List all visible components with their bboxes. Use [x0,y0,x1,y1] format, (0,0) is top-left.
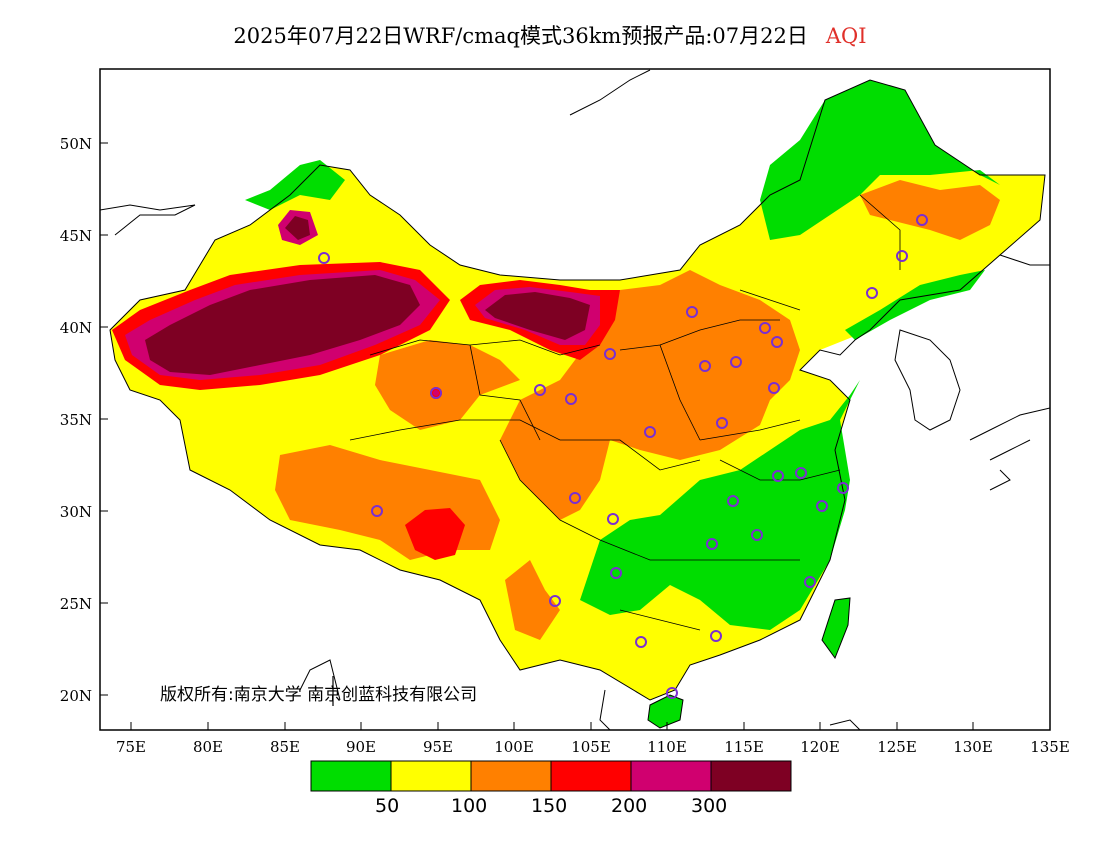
lon-label: 135E [1030,738,1070,756]
lat-label: 45N [60,227,92,245]
circle-icon [607,513,619,525]
region-maroon-taklimakan [145,275,420,375]
circle-icon [916,214,928,226]
map-area [110,80,1045,728]
circle-icon [318,252,330,264]
circle-icon [837,482,849,494]
lon-label: 85E [270,738,300,756]
circle-icon [804,576,816,588]
colorbar-swatch [470,760,552,792]
circle-icon [635,636,647,648]
region-green-altai [245,160,345,210]
lat-label: 25N [60,595,92,613]
lon-label: 80E [193,738,223,756]
china-outline [109,79,1046,701]
circle-icon [610,567,622,579]
region-green-liaoning [845,270,985,340]
circle-icon [710,630,722,642]
circle-icon [727,495,739,507]
circle-icon [771,336,783,348]
colorbar-label: 300 [691,795,728,817]
lat-label: 35N [60,411,92,429]
region-maroon-junggar-core [285,216,310,240]
lat-label: 40N [60,319,92,337]
colorbar-swatch [710,760,792,792]
circle-icon [430,387,442,399]
hainan-outline [647,694,684,729]
circle-icon [686,306,698,318]
circle-icon [604,348,616,360]
region-orange-north-china [500,270,800,520]
korea-coast [894,329,961,431]
circle-icon [751,529,763,541]
taiwan-outline [821,597,851,660]
title-product: AQI [825,24,867,48]
title-main: 2025年07月22日WRF/cmaq模式36km预报产品:07月22日 [233,24,808,48]
circle-icon [549,595,561,607]
colorbar-label: 150 [531,795,568,817]
colorbar [310,760,792,792]
circle-icon [666,687,678,699]
lat-label: 50N [60,135,92,153]
circle-icon [759,322,771,334]
circle-icon [795,467,807,479]
lon-label: 125E [877,738,917,756]
lon-label: 75E [116,738,146,756]
circle-icon [730,356,742,368]
circle-icon [569,492,581,504]
region-green-southeast [580,380,860,630]
map-title: 2025年07月22日WRF/cmaq模式36km预报产品:07月22日 AQI [0,20,1100,50]
lon-label: 130E [953,738,993,756]
lon-label: 120E [800,738,840,756]
lon-label: 110E [647,738,687,756]
region-green-taiwan [822,598,850,658]
circle-icon [371,505,383,517]
region-green-hainan [648,695,683,728]
circle-icon [644,426,656,438]
circle-icon [866,287,878,299]
region-orange-yunnan [505,560,560,640]
region-maroon-gobi [485,292,590,340]
japan-coast [969,407,1050,491]
lat-label: 20N [60,687,92,705]
circle-icon [699,360,711,372]
circle-icon [706,538,718,550]
lon-labels: 75E 80E 85E 90E 95E 100E 105E 110E 115E … [116,738,1070,756]
lon-label: 100E [494,738,534,756]
circle-icon [768,382,780,394]
spot-purple-qinghai [433,390,439,396]
colorbar-swatch [390,760,472,792]
circle-icon [565,393,577,405]
indochina-coast [299,659,861,730]
lon-label: 115E [724,738,764,756]
lon-label: 95E [423,738,453,756]
colorbar-label: 50 [375,795,400,817]
copyright-text: 版权所有:南京大学 南京创蓝科技有限公司 [160,685,478,705]
circle-icon [534,384,546,396]
colorbar-swatch [310,760,392,792]
russia-coast [100,69,651,236]
circle-icon [816,500,828,512]
colorbar-label: 100 [451,795,488,817]
region-orange-qinghai [375,340,520,430]
region-red-tibet [405,508,465,560]
colorbar-swatch [550,760,632,792]
circle-icon [772,470,784,482]
lon-label: 105E [571,738,611,756]
russia-border-east [999,254,1050,266]
region-orange-ne-band [860,180,1000,240]
lat-label: 30N [60,503,92,521]
region-green-northeast [760,80,1000,240]
city-markers [318,214,928,699]
lon-axis [130,722,1051,730]
lon-label: 90E [346,738,376,756]
colorbar-swatch [630,760,712,792]
circle-icon [896,250,908,262]
colorbar-label: 200 [611,795,648,817]
circle-icon [716,417,728,429]
lat-axis [100,142,108,696]
lat-labels: 50N 45N 40N 35N 30N 25N 20N [60,135,92,705]
